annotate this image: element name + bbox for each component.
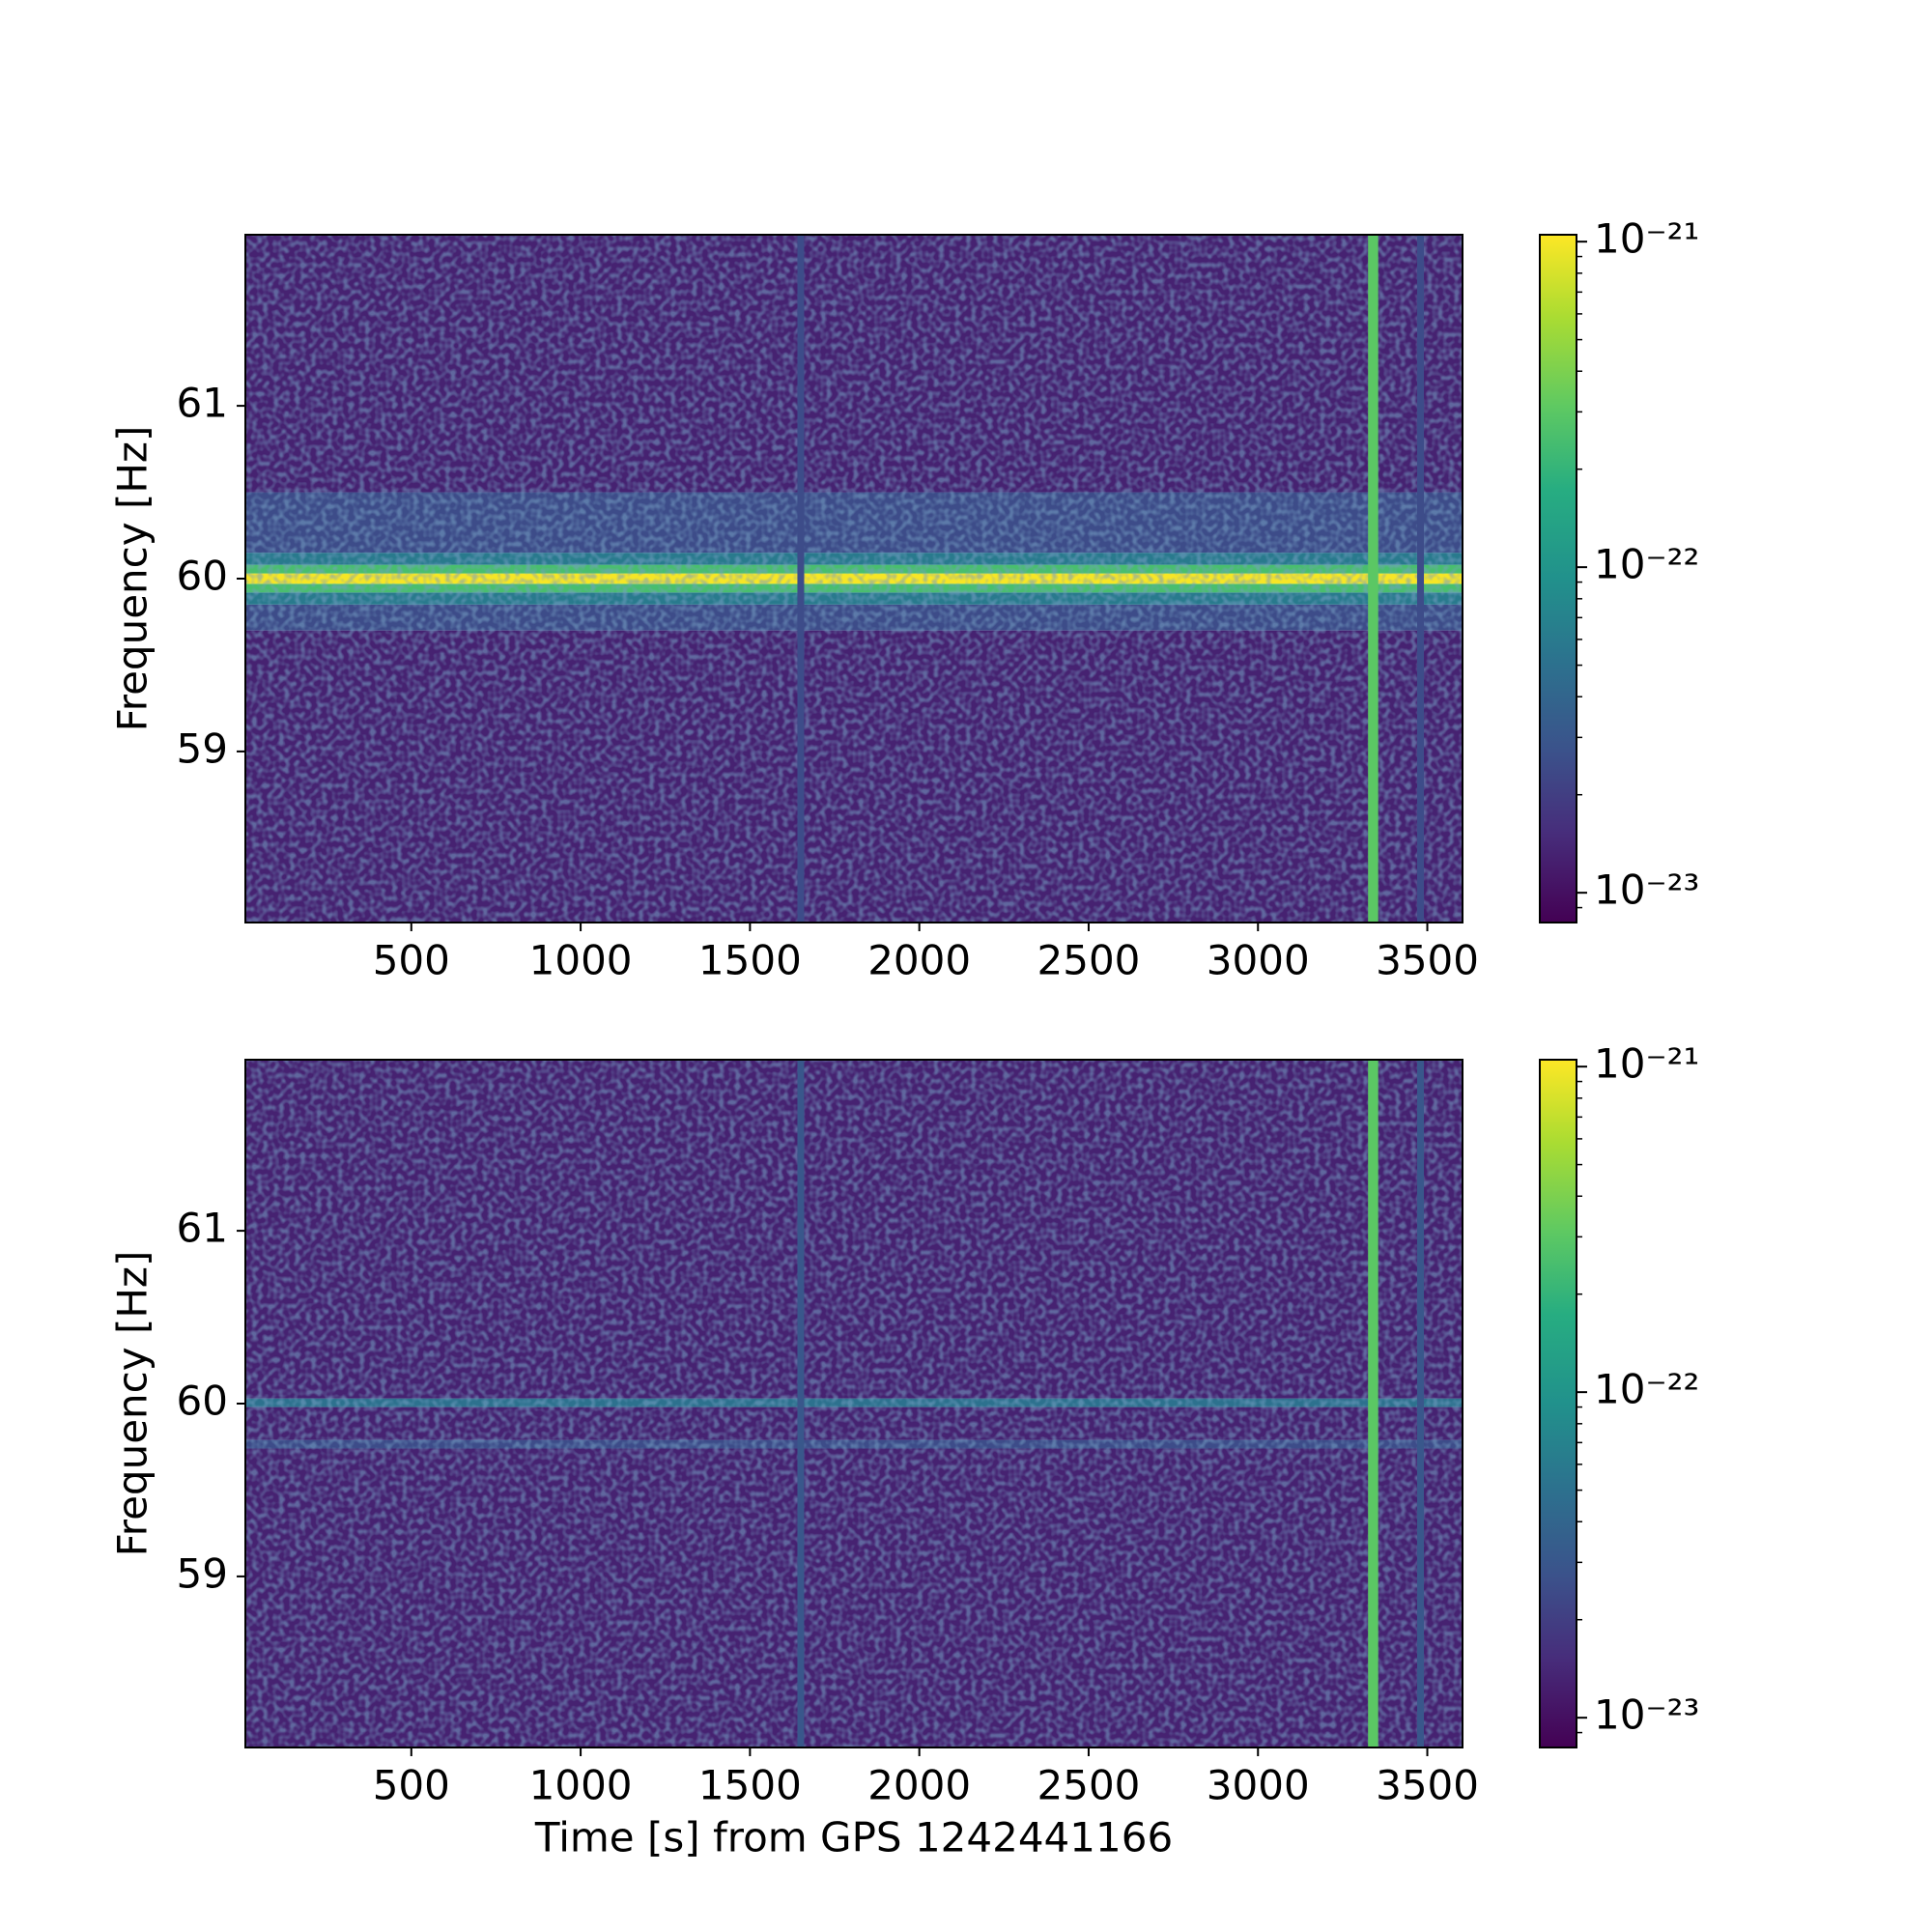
colorbar [1539,234,1577,923]
colorbar-tick-label: 10⁻²³ [1594,867,1699,914]
colorbar-tick-label: 10⁻²² [1594,1366,1699,1413]
stripe [1417,235,1425,923]
colorbar [1539,1059,1577,1748]
x-tick-label: 500 [373,937,450,984]
colorbar-tick-label: 10⁻²¹ [1594,1040,1699,1088]
y-tick-label: 61 [177,380,228,427]
x-axis-label: Time [s] from GPS 1242441166 [534,1814,1173,1861]
stripe [1417,1060,1425,1747]
noise-texture [245,235,1463,923]
x-tick-label: 2500 [1037,937,1141,984]
plot-area [245,1060,1463,1747]
y-tick-label: 59 [177,724,228,772]
stripe [1368,1060,1378,1747]
x-tick-label: 2000 [867,937,971,984]
stripe [797,235,805,923]
x-tick-label: 3000 [1207,1762,1310,1809]
stripe [1368,235,1378,923]
colorbar-tick-label: 10⁻²² [1594,541,1699,588]
x-tick-label: 1000 [529,937,633,984]
x-tick-label: 3500 [1376,1762,1479,1809]
y-axis-label: Frequency [Hz] [109,426,156,732]
noise-texture [245,1060,1463,1747]
y-tick-label: 59 [177,1549,228,1597]
x-tick-label: 1500 [698,937,802,984]
x-tick-label: 2500 [1037,1762,1141,1809]
y-tick-label: 60 [177,1378,228,1425]
x-tick-label: 3000 [1207,937,1310,984]
colorbar-tick-label: 10⁻²³ [1594,1691,1699,1739]
x-tick-label: 3500 [1376,937,1479,984]
x-tick-label: 1500 [698,1762,802,1809]
y-tick-label: 61 [177,1205,228,1252]
colorbar-tick-label: 10⁻²¹ [1594,215,1699,263]
y-axis-label: Frequency [Hz] [109,1251,156,1557]
stripe [797,1060,805,1747]
y-tick-label: 60 [177,553,228,600]
x-tick-label: 2000 [867,1762,971,1809]
plot-area [245,235,1463,923]
x-tick-label: 500 [373,1762,450,1809]
x-tick-label: 1000 [529,1762,633,1809]
